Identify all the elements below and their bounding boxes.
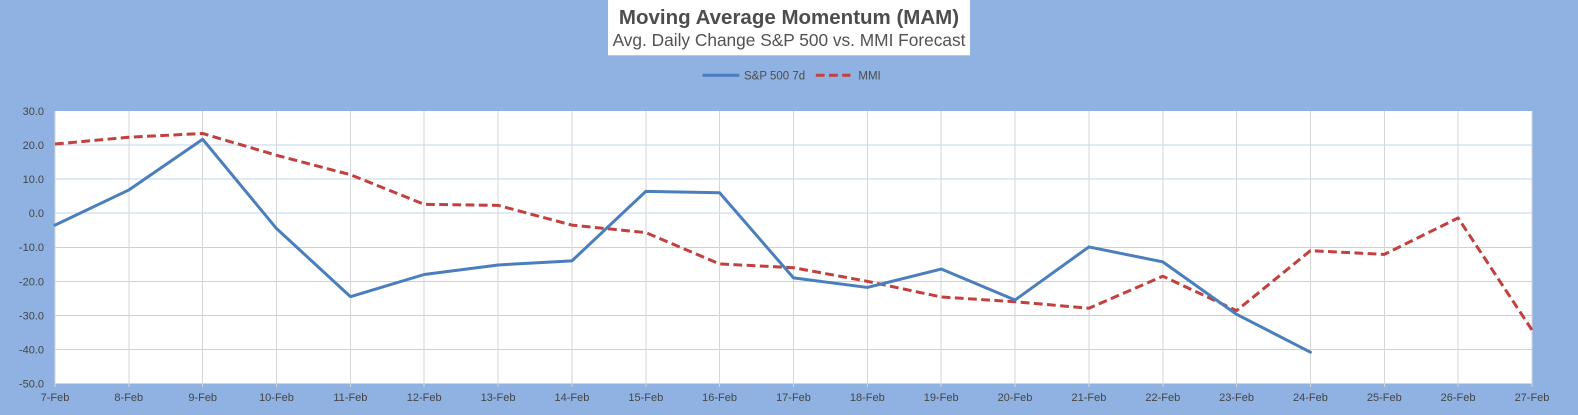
svg-text:11-Feb: 11-Feb	[333, 392, 367, 404]
svg-text:26-Feb: 26-Feb	[1441, 392, 1476, 404]
svg-text:10-Feb: 10-Feb	[259, 392, 294, 404]
svg-text:-40.0: -40.0	[19, 344, 44, 356]
svg-text:16-Feb: 16-Feb	[702, 392, 737, 404]
svg-text:MMI: MMI	[858, 71, 880, 83]
svg-text:23-Feb: 23-Feb	[1219, 392, 1254, 404]
svg-text:22-Feb: 22-Feb	[1145, 392, 1180, 404]
svg-text:-30.0: -30.0	[19, 310, 44, 322]
svg-text:-20.0: -20.0	[19, 276, 44, 288]
svg-text:18-Feb: 18-Feb	[850, 392, 885, 404]
svg-text:Moving Average Momentum (MAM): Moving Average Momentum (MAM)	[619, 6, 959, 29]
svg-text:-10.0: -10.0	[19, 242, 44, 254]
svg-text:13-Feb: 13-Feb	[481, 392, 516, 404]
svg-text:20.0: 20.0	[23, 140, 44, 152]
svg-text:14-Feb: 14-Feb	[554, 392, 589, 404]
svg-text:17-Feb: 17-Feb	[776, 392, 811, 404]
svg-text:21-Feb: 21-Feb	[1071, 392, 1106, 404]
svg-text:0.0: 0.0	[29, 208, 44, 220]
svg-text:8-Feb: 8-Feb	[114, 392, 143, 404]
svg-text:-50.0: -50.0	[19, 379, 44, 391]
svg-text:19-Feb: 19-Feb	[924, 392, 959, 404]
svg-text:24-Feb: 24-Feb	[1293, 392, 1328, 404]
svg-text:20-Feb: 20-Feb	[998, 392, 1033, 404]
svg-text:10.0: 10.0	[23, 174, 44, 186]
svg-text:Avg. Daily Change S&P 500 vs.: Avg. Daily Change S&P 500 vs. MMI Foreca…	[613, 30, 966, 50]
svg-text:S&P 500 7d: S&P 500 7d	[744, 71, 805, 83]
svg-text:27-Feb: 27-Feb	[1515, 392, 1550, 404]
svg-text:12-Feb: 12-Feb	[407, 392, 442, 404]
svg-text:7-Feb: 7-Feb	[41, 392, 70, 404]
svg-text:9-Feb: 9-Feb	[188, 392, 217, 404]
svg-text:15-Feb: 15-Feb	[628, 392, 663, 404]
svg-text:25-Feb: 25-Feb	[1367, 392, 1402, 404]
svg-text:30.0: 30.0	[23, 106, 44, 118]
